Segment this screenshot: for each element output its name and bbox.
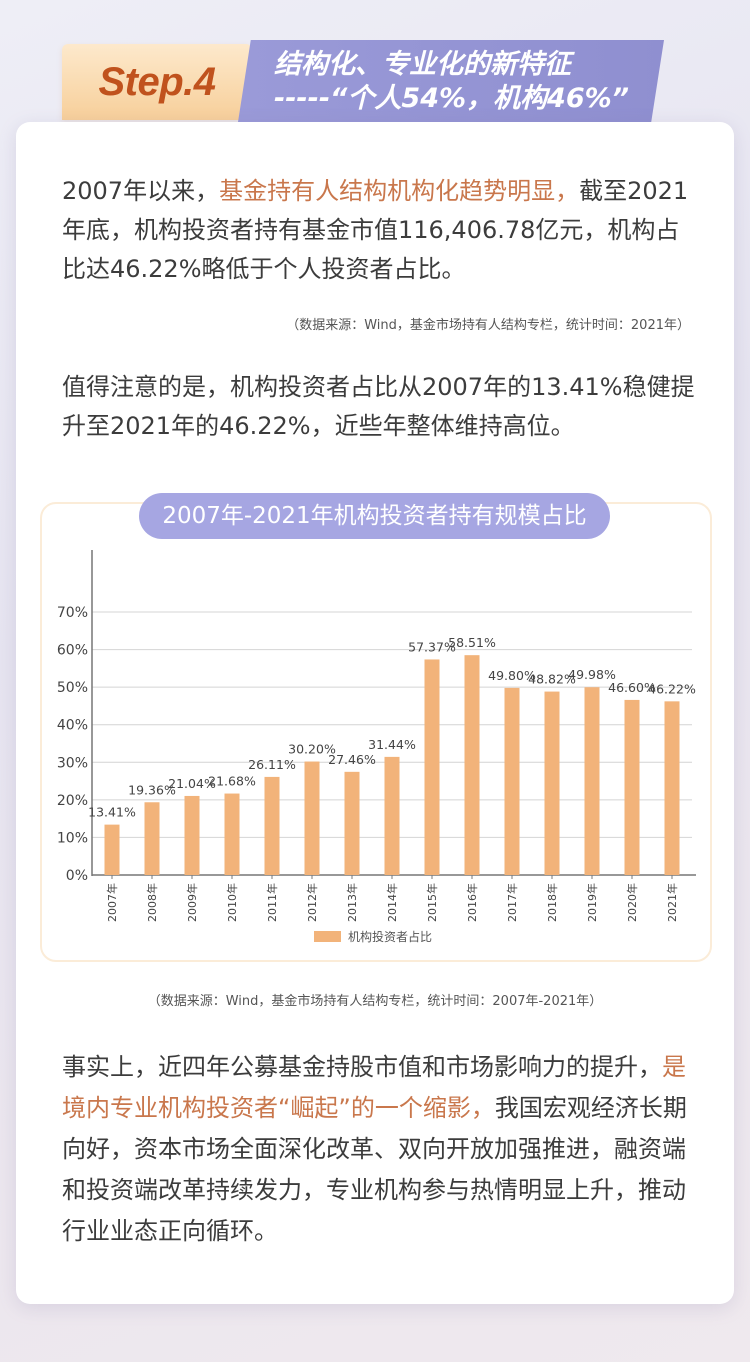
x-tick-label: 2016年 [465, 883, 479, 922]
bar [184, 795, 200, 875]
trend-paragraph: 值得注意的是，机构投资者占比从2007年的13.41%稳健提升至2021年的46… [62, 373, 695, 440]
x-tick-label: 2007年 [105, 883, 119, 922]
y-tick-label: 50% [57, 680, 88, 696]
bar [664, 701, 680, 875]
x-tick-label: 2009年 [185, 883, 199, 922]
bar [344, 771, 360, 875]
data-label: 30.20% [288, 742, 336, 757]
x-tick-label: 2008年 [145, 883, 159, 922]
intro-paragraph: 2007年以来，基金持有人结构机构化趋势明显，截至2021年底，机构投资者持有基… [62, 172, 702, 289]
bar [464, 655, 480, 875]
x-tick-label: 2015年 [425, 883, 439, 922]
data-label: 46.22% [648, 681, 696, 696]
x-tick-label: 2010年 [225, 883, 239, 922]
data-label: 48.82% [528, 672, 576, 687]
legend-label: 机构投资者占比 [348, 929, 432, 944]
x-tick-label: 2013年 [345, 883, 359, 922]
bar [304, 761, 320, 875]
data-label: 26.11% [248, 757, 296, 772]
x-tick-label: 2020年 [625, 883, 639, 922]
intro-text-b: 截至2021年底，机构投资者持有基金市值116,406.78亿元，机构占比达46… [62, 177, 689, 283]
section-header: 结构化、专业化的新特征 -----“个人54%，机构46%” [238, 40, 664, 122]
intro-text-a: 2007年以来， [62, 177, 220, 205]
x-tick-label: 2018年 [545, 883, 559, 922]
bar [264, 776, 280, 875]
section-subtitle: -----“个人54%，机构46%” [274, 83, 630, 114]
data-label: 21.68% [208, 774, 256, 789]
source-note-1: （数据来源：Wind，基金市场持有人结构专栏，统计时间：2021年） [286, 318, 690, 333]
bar [104, 824, 120, 875]
legend-swatch [314, 931, 341, 942]
data-label: 21.04% [168, 776, 216, 791]
conclusion-paragraph: 事实上，近四年公募基金持股市值和市场影响力的提升，是境内专业机构投资者“崛起”的… [62, 1047, 702, 1252]
y-tick-label: 20% [57, 793, 88, 809]
data-label: 49.98% [568, 667, 616, 682]
conclusion-text-b: 我国宏观经济长期向好，资本市场全面深化改革、双向开放加强推进，融资端和投资端改革… [62, 1094, 687, 1245]
x-tick-label: 2017年 [505, 883, 519, 922]
bar [504, 687, 520, 875]
bar [544, 691, 560, 875]
step-label: Step.4 [98, 59, 216, 104]
x-tick-label: 2012年 [305, 883, 319, 922]
x-tick-label: 2019年 [585, 883, 599, 922]
conclusion-highlight: 是境内专业机构投资者“崛起”的一个缩影， [62, 1053, 686, 1122]
data-label: 31.44% [368, 737, 416, 752]
y-tick-label: 60% [57, 643, 88, 659]
x-tick-label: 2014年 [385, 883, 399, 922]
bar [624, 699, 640, 875]
y-tick-label: 10% [57, 830, 88, 846]
data-label: 46.60% [608, 680, 656, 695]
bar [424, 659, 440, 875]
y-tick-label: 30% [57, 755, 88, 771]
bar [584, 687, 600, 875]
data-label: 27.46% [328, 752, 376, 767]
y-tick-label: 0% [66, 868, 88, 884]
bar [384, 756, 400, 875]
chart-title: 2007年-2021年机构投资者持有规模占比 [139, 493, 610, 539]
data-label: 58.51% [448, 635, 496, 650]
bar [224, 793, 240, 875]
section-title: 结构化、专业化的新特征 [274, 49, 571, 80]
x-tick-label: 2021年 [665, 883, 679, 922]
bar [144, 802, 160, 875]
data-label: 57.37% [408, 639, 456, 654]
x-tick-label: 2011年 [265, 883, 279, 922]
data-label: 13.41% [88, 805, 136, 820]
y-tick-label: 70% [57, 605, 88, 621]
chart-frame [40, 502, 712, 962]
intro-highlight: 基金持有人结构机构化趋势明显， [219, 177, 580, 205]
data-label: 49.80% [488, 668, 536, 683]
step-badge: Step.4 [62, 44, 252, 120]
conclusion-text-a: 事实上，近四年公募基金持股市值和市场影响力的提升， [62, 1053, 662, 1081]
y-tick-label: 40% [57, 718, 88, 734]
source-note-2: （数据来源：Wind，基金市场持有人结构专栏，统计时间：2007年-2021年） [147, 994, 603, 1009]
data-label: 19.36% [128, 782, 176, 797]
